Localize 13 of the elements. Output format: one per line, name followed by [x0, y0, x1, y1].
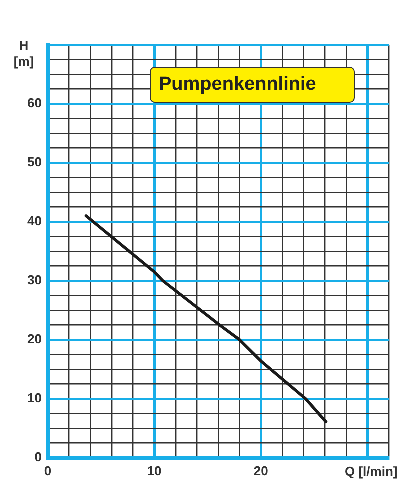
text: Pumpenkennlinie: [150, 67, 355, 103]
y-tick-label: 30: [28, 272, 42, 288]
y-tick-label: 10: [28, 390, 42, 406]
x-tick-label: 20: [254, 463, 268, 478]
y-tick-label: 0: [34, 450, 42, 465]
x-tick-label: 10: [147, 463, 162, 478]
y-tick-label: 60: [28, 96, 42, 111]
y-tick-label: 40: [28, 214, 42, 229]
x-tick-label: 0: [44, 463, 52, 478]
y-tick-label: 20: [28, 332, 42, 347]
y-tick-label: 50: [28, 154, 42, 170]
y-axis-title: H [m]: [4, 38, 44, 70]
x-axis-title: Q [l/min]: [345, 464, 398, 479]
